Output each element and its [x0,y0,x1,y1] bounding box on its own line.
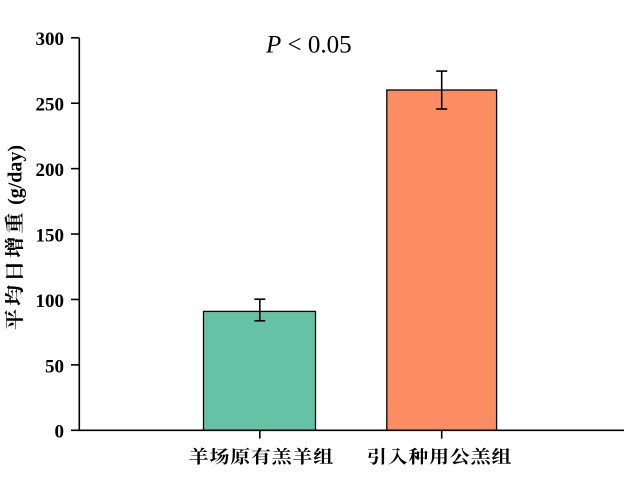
svg-text:0: 0 [55,422,65,443]
svg-text:50: 50 [45,356,64,377]
svg-text:250: 250 [36,95,65,116]
svg-text:150: 150 [36,225,65,246]
svg-text:200: 200 [36,160,65,181]
svg-text:(g/day): (g/day) [4,145,26,205]
svg-text:100: 100 [36,291,65,312]
svg-text:P < 0.05: P < 0.05 [265,32,352,59]
svg-text:300: 300 [36,29,65,50]
